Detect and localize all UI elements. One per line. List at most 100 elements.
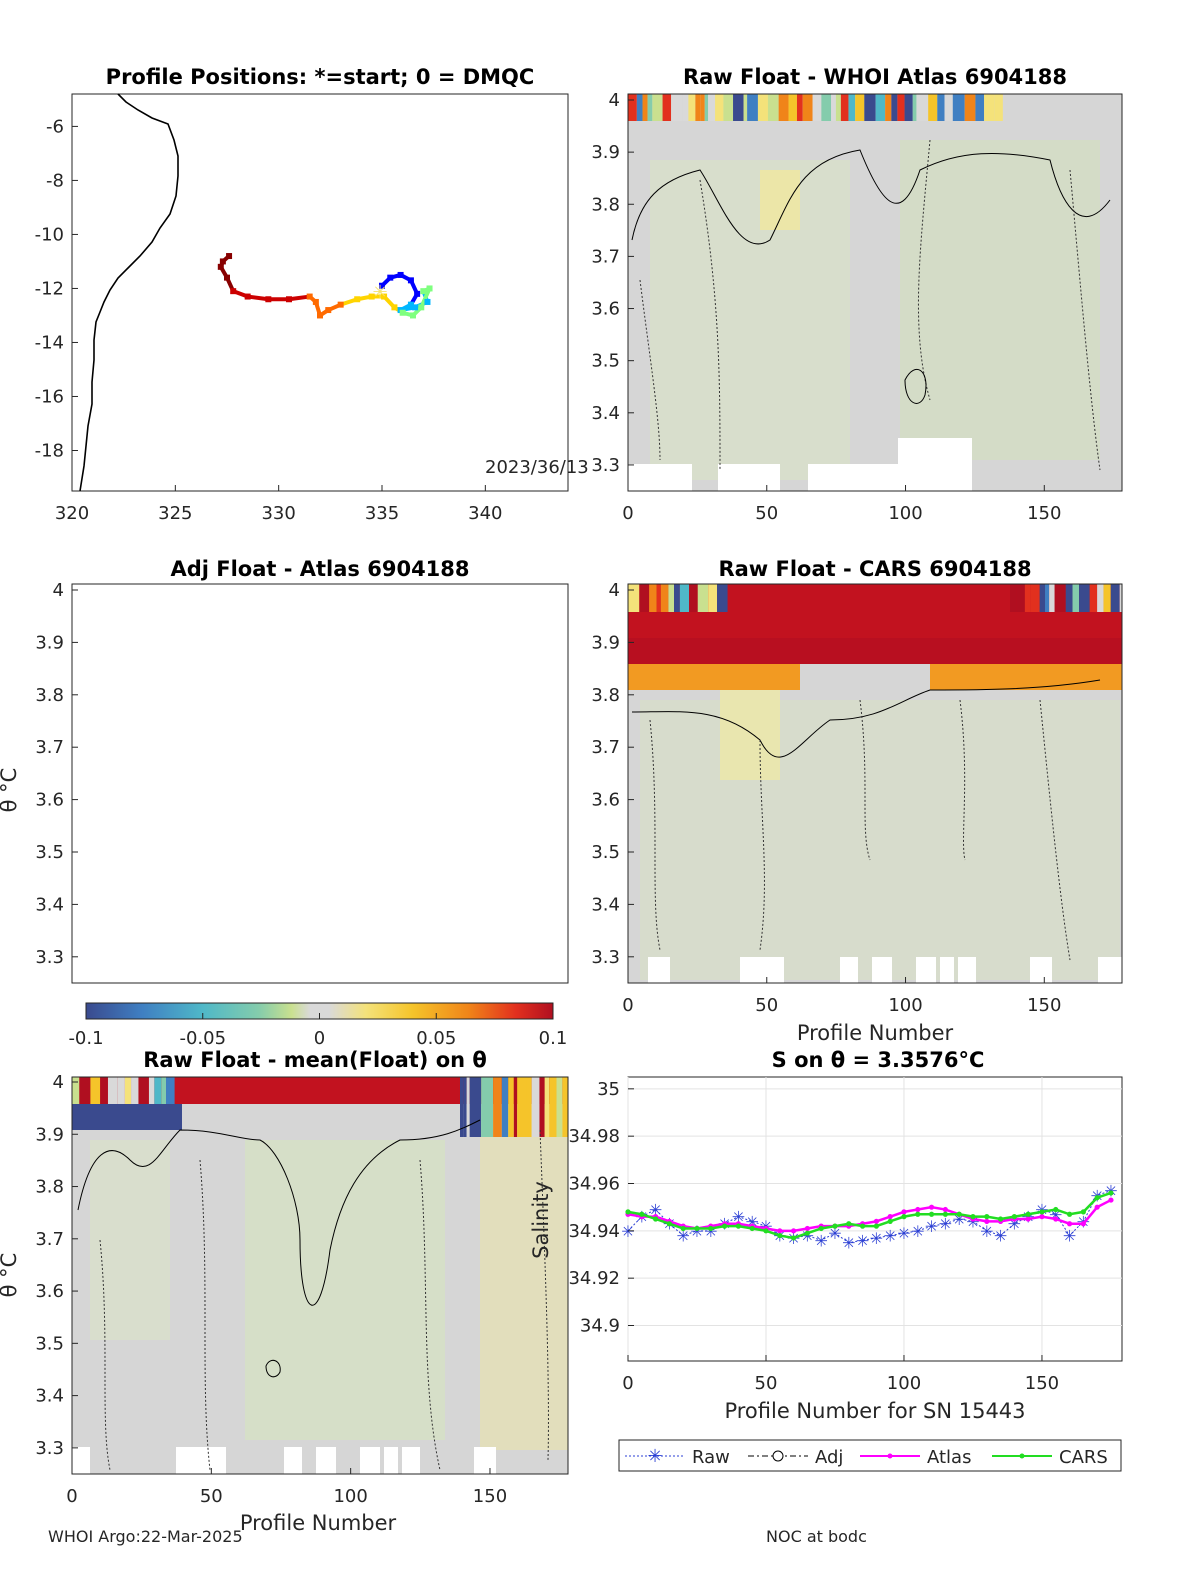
heatmap-cell <box>1039 584 1046 612</box>
heatmap-cell <box>660 584 669 612</box>
mean-ylabel: θ °C <box>0 1253 21 1298</box>
whoi-panel: Raw Float - WHOI Atlas 6904188 0 50 100 150… <box>591 65 1123 524</box>
data-point-cars <box>1053 1206 1059 1213</box>
mean-title: Raw Float - mean(Float) on θ <box>143 1048 487 1072</box>
cbar-tick-label: 0 <box>314 1028 325 1049</box>
data-point-atlas <box>1039 1214 1045 1220</box>
heatmap-cell <box>747 94 758 121</box>
heatmap-cell <box>835 94 841 121</box>
adj-axes <box>71 583 569 984</box>
heatmap-cell <box>562 1077 568 1137</box>
profile-point <box>391 304 398 311</box>
heatmap-cell <box>715 94 724 121</box>
data-point-cars <box>832 1223 838 1229</box>
heatmap-cell <box>697 584 709 612</box>
data-point-raw: ✳ <box>939 1215 952 1234</box>
heatmap-cell <box>855 94 865 121</box>
data-point-raw: ✳ <box>856 1231 869 1250</box>
y-tick-label: 3.6 <box>35 1281 64 1302</box>
cars-xlabel: Profile Number <box>797 1021 954 1045</box>
profile-point <box>217 263 224 270</box>
heatmap-cell <box>1054 584 1066 612</box>
data-point-cars <box>1011 1214 1017 1220</box>
profile-point <box>399 309 406 316</box>
heatmap-cell <box>733 94 744 121</box>
y-tick-label: 3.7 <box>591 737 620 758</box>
track-segment <box>419 286 432 310</box>
data-point-atlas <box>984 1218 990 1224</box>
adj-y-ticks: 4 3.9 3.8 3.7 3.6 3.5 3.4 3.3 <box>35 580 78 968</box>
profile-point <box>219 258 226 265</box>
y-tick-label: -6 <box>46 116 64 137</box>
data-point-cars <box>735 1223 741 1229</box>
whoi-x-ticks: 0 50 100 150 <box>622 485 1061 524</box>
heatmap-cell <box>796 94 803 121</box>
y-tick-label: 3.9 <box>35 1124 64 1145</box>
data-point-atlas <box>915 1206 921 1213</box>
heatmap-cell <box>1110 584 1120 612</box>
legend-adj: Adj <box>815 1447 843 1468</box>
x-tick-label: 335 <box>365 503 399 524</box>
heatmap-cell <box>937 94 945 121</box>
data-point-raw: ✳ <box>676 1227 689 1246</box>
heatmap-cell <box>891 94 898 121</box>
y-tick-label: 3.4 <box>35 894 64 915</box>
y-tick-label: 35 <box>597 1079 620 1100</box>
profile-point <box>244 293 251 300</box>
heatmap-cell <box>138 1077 149 1104</box>
data-point-cars <box>1066 1211 1073 1217</box>
data-point-cars <box>984 1214 990 1220</box>
y-tick-label: 3.5 <box>591 842 620 863</box>
heatmap-cell <box>556 1077 563 1137</box>
track-segment <box>245 294 271 302</box>
cbar-tick-label: -0.05 <box>179 1028 226 1049</box>
heatmap-cell <box>481 1077 494 1137</box>
y-tick-label: 34.94 <box>568 1221 620 1242</box>
coastline <box>79 93 179 492</box>
x-tick-label: 100 <box>888 995 922 1016</box>
legend-atlas: Atlas <box>927 1447 971 1468</box>
heatmap-cell <box>1079 584 1090 612</box>
heatmap-cell <box>628 94 637 121</box>
data-point-cars <box>956 1211 962 1217</box>
heatmap-cell <box>652 94 663 121</box>
float-track <box>217 253 433 319</box>
heatmap-cell <box>704 94 709 121</box>
heatmap-cell <box>767 94 779 121</box>
legend-raw: Raw <box>692 1447 730 1468</box>
y-tick-label: 3.7 <box>35 1229 64 1250</box>
data-point-raw: ✳ <box>732 1208 745 1227</box>
heatmap-cell <box>1024 584 1031 612</box>
data-point-atlas <box>804 1225 810 1232</box>
y-tick-label: -16 <box>35 386 64 407</box>
y-tick-label: 3.7 <box>35 737 64 758</box>
profile-point <box>226 253 233 260</box>
adj-title: Adj Float - Atlas 6904188 <box>170 557 469 581</box>
heatmap-cell <box>460 1077 464 1137</box>
heatmap-cell <box>148 1077 155 1104</box>
heatmap-cell <box>1030 584 1040 612</box>
data-point-atlas <box>790 1228 797 1234</box>
data-point-atlas <box>1066 1221 1073 1227</box>
profile-point <box>387 274 394 281</box>
data-point-cars <box>763 1228 769 1234</box>
heatmap-cell <box>682 94 689 121</box>
x-tick-label: 0 <box>622 1373 633 1394</box>
y-tick-label: -18 <box>35 440 64 461</box>
heatmap-cell <box>840 94 849 121</box>
heatmap-cell <box>544 1077 550 1137</box>
y-tick-label: -8 <box>46 170 64 191</box>
profile-point <box>407 277 414 284</box>
profile-point <box>412 304 419 311</box>
data-point-raw: ✳ <box>828 1224 841 1243</box>
data-point-atlas <box>1025 1216 1031 1222</box>
profile-point <box>397 271 404 278</box>
data-point-cars <box>777 1232 783 1239</box>
data-point-cars <box>846 1221 852 1227</box>
y-tick-label: 3.6 <box>35 790 64 811</box>
heatmap-cell <box>757 94 768 121</box>
heatmap-cell <box>642 94 648 121</box>
mean-heatmap <box>72 1077 568 1474</box>
x-tick-label: 150 <box>1027 503 1061 524</box>
data-point-cars <box>928 1211 935 1217</box>
